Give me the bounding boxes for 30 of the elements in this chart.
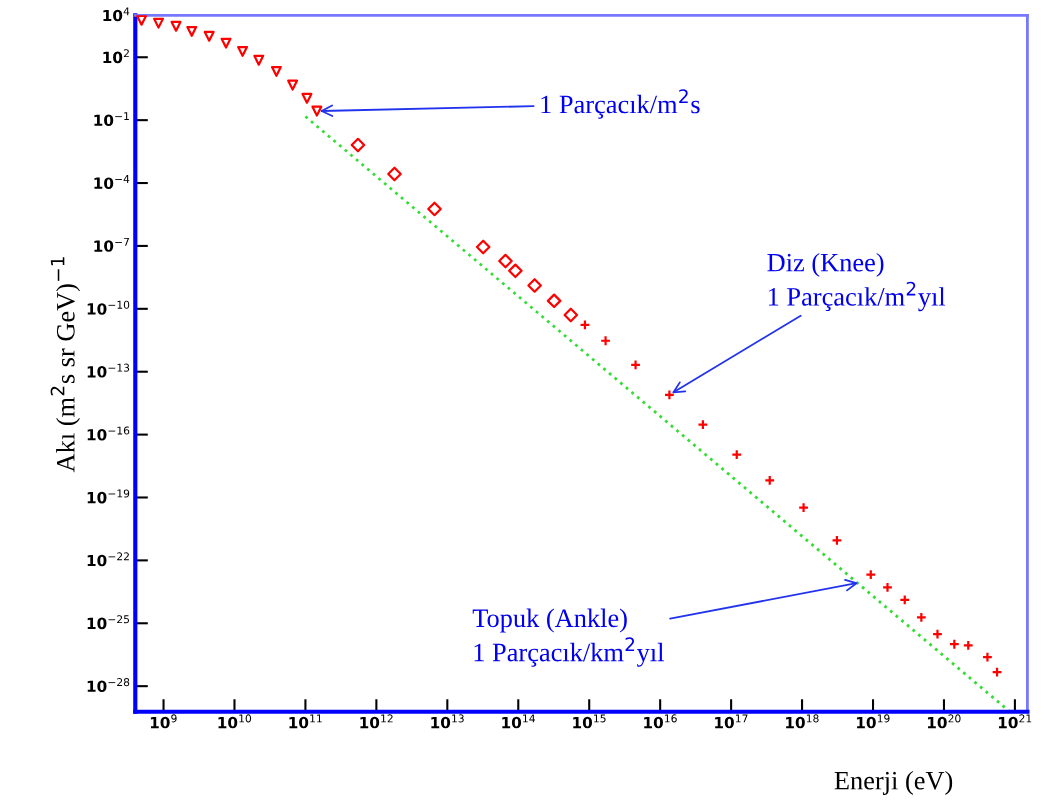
y-tick-label: 10$^{−4}$ bbox=[94, 175, 130, 189]
y-axis-title: Akı (m$^{2}$s sr GeV)$^{−1}$ bbox=[50, 257, 81, 473]
x-tick-label: 10$^{18}$ bbox=[786, 714, 819, 729]
y-tick-label: 10$^{−22}$ bbox=[87, 552, 129, 567]
x-tick-label: 10$^{16}$ bbox=[644, 714, 677, 729]
annotation: Diz (Knee) 1 Parçacık/m$^{2}$yıl bbox=[767, 252, 946, 312]
y-tick-label: 10$^{−16}$ bbox=[87, 426, 130, 441]
y-tick-label: 10$^{2}$ bbox=[103, 49, 129, 64]
x-tick-label: 10$^{13}$ bbox=[431, 714, 464, 729]
annotation: 1 Parçacık/m$^{2}$s bbox=[541, 89, 700, 119]
y-tick-label: 10$^{−1}$ bbox=[94, 112, 129, 127]
y-tick-label: 10$^{−13}$ bbox=[87, 363, 130, 378]
x-axis-title: Enerji (eV) bbox=[834, 770, 953, 795]
x-tick-label: 10$^{11}$ bbox=[289, 714, 322, 729]
x-tick-label: 10$^{19}$ bbox=[857, 714, 890, 729]
x-tick-label: 10$^{12}$ bbox=[360, 714, 393, 729]
y-tick-label: 10$^{−10}$ bbox=[87, 300, 130, 315]
x-tick-label: 10$^{10}$ bbox=[218, 714, 252, 729]
y-tick-label: 10$^{−25}$ bbox=[87, 615, 130, 630]
y-tick-label: 10$^{−19}$ bbox=[87, 489, 130, 504]
x-tick-label: 10$^{9}$ bbox=[150, 714, 177, 729]
annotation: Topuk (Ankle) 1 Parçacık/km$^{2}$yıl bbox=[472, 608, 664, 667]
x-tick-label: 10$^{20}$ bbox=[927, 714, 961, 729]
y-tick-label: 10$^{−28}$ bbox=[87, 678, 130, 693]
x-tick-label: 10$^{14}$ bbox=[502, 714, 535, 729]
x-tick-label: 10$^{15}$ bbox=[573, 714, 606, 729]
x-tick-label: 10$^{17}$ bbox=[715, 714, 748, 729]
y-tick-label: 10$^{−7}$ bbox=[94, 237, 129, 252]
y-tick-label: 10$^{4}$ bbox=[103, 7, 130, 22]
x-tick-label: 10$^{21}$ bbox=[998, 714, 1032, 729]
